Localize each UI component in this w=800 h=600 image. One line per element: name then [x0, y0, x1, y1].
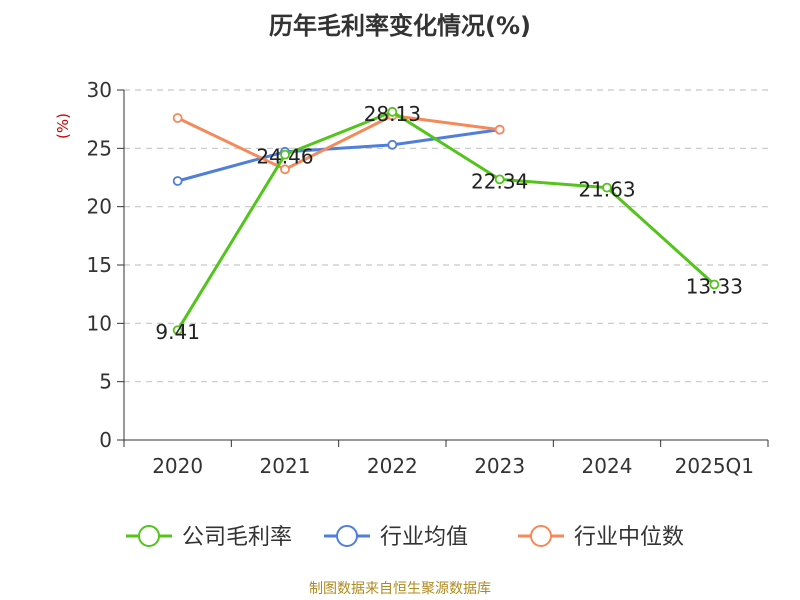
y-ticks: 0 5 10 15 20 25 30	[87, 78, 124, 452]
legend-marker	[336, 525, 358, 547]
data-point	[172, 176, 183, 186]
y-tick-label: 15	[87, 253, 112, 277]
x-tick-label: 2025Q1	[675, 454, 754, 478]
data-point	[494, 174, 505, 185]
x-tick-label: 2024	[582, 454, 633, 478]
series-line	[177, 114, 500, 171]
data-point	[709, 279, 720, 290]
legend-label: 行业中位数	[574, 525, 684, 550]
legend-label: 行业均值	[380, 525, 468, 550]
data-point	[172, 325, 183, 336]
chart-title: 历年毛利率变化情况(%)	[269, 12, 531, 40]
x-tick-label: 2022	[367, 454, 418, 478]
series-line	[177, 128, 500, 183]
data-point	[387, 106, 398, 117]
data-label: 28.13	[364, 102, 421, 126]
legend-marker	[530, 525, 552, 547]
data-label: 24.46	[256, 145, 313, 169]
data-labels: 9.41 24.46 28.13 22.34 21.63 13.33	[155, 102, 743, 344]
x-tick-label: 2021	[260, 454, 311, 478]
source-note: 制图数据来自恒生聚源数据库	[309, 581, 491, 597]
data-label: 13.33	[686, 274, 743, 298]
y-tick-label: 30	[87, 78, 112, 102]
data-point	[494, 124, 505, 135]
data-point	[280, 164, 290, 175]
legend: 公司毛利率 行业均值 行业中位数	[126, 525, 684, 550]
data-point	[280, 149, 290, 160]
data-label: 21.63	[578, 178, 635, 202]
series	[172, 106, 720, 336]
gridlines	[124, 89, 768, 383]
data-label: 9.41	[155, 320, 200, 344]
legend-marker	[138, 525, 160, 547]
data-label: 22.34	[471, 169, 528, 193]
y-tick-label: 20	[87, 195, 112, 219]
data-point	[387, 139, 398, 150]
x-tick-label: 2023	[474, 454, 525, 478]
data-point	[172, 113, 183, 123]
y-tick-label: 10	[87, 311, 112, 335]
y-axis-label: (%)	[54, 113, 72, 139]
series-line	[176, 110, 716, 331]
y-tick-label: 0	[99, 428, 112, 452]
x-tick-label: 2020	[152, 454, 203, 478]
y-tick-label: 5	[99, 370, 112, 394]
data-point	[602, 182, 612, 193]
x-ticks: 2020 2021 2022 2023 2024 2025Q1	[123, 440, 769, 478]
y-tick-label: 25	[87, 136, 112, 160]
legend-label: 公司毛利率	[182, 525, 292, 550]
